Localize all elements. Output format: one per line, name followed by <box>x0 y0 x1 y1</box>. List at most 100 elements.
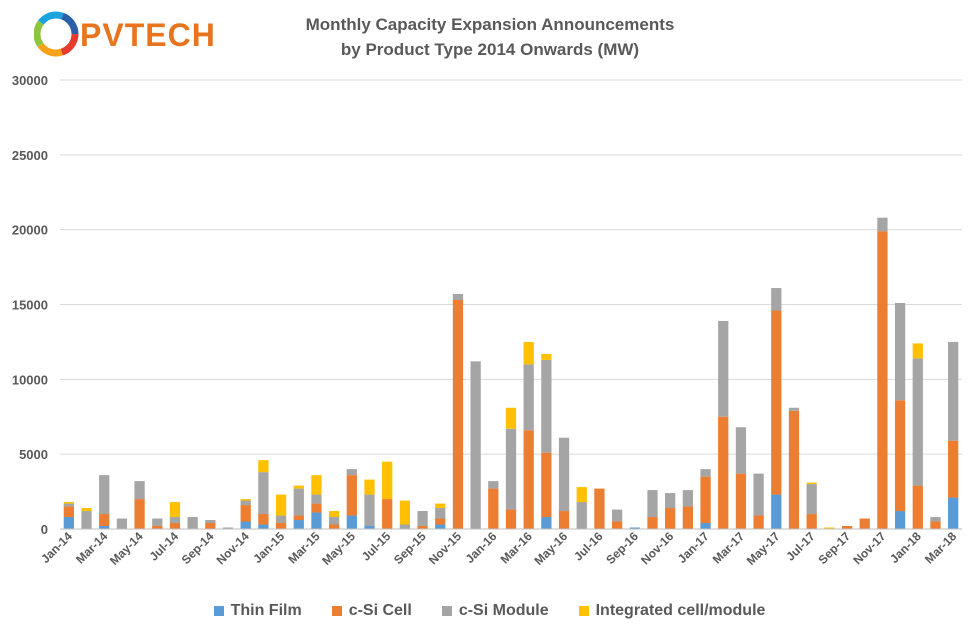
bar-segment-c-si-cell <box>417 526 428 529</box>
bar-segment-c-si-module <box>364 494 375 527</box>
bar-segment-integrated-cell-module <box>293 485 304 489</box>
legend-item: Thin Film <box>213 602 302 620</box>
bar-segment-c-si-cell <box>611 521 623 529</box>
bar-segment-c-si-cell <box>134 499 145 529</box>
bar-segment-c-si-module <box>718 320 729 417</box>
bar-segment-c-si-module <box>735 427 747 474</box>
bar-segment-c-si-cell <box>152 526 163 529</box>
y-tick-label: 10000 <box>12 372 48 387</box>
bar-segment-integrated-cell-module <box>364 479 375 495</box>
bar-segment-integrated-cell-module <box>382 461 393 500</box>
bar-segment-c-si-cell <box>859 518 870 529</box>
x-tick-label: Jul-16 <box>571 529 606 564</box>
x-tick-label: Jan-16 <box>463 529 500 566</box>
bar-segment-c-si-cell <box>948 440 959 498</box>
x-tick-label: Jan-17 <box>675 529 712 566</box>
bar-segment-c-si-cell <box>169 523 181 529</box>
bar-segment-c-si-module <box>435 508 446 519</box>
x-tick-label: Sep-17 <box>815 529 853 567</box>
bar-segment-c-si-module <box>558 437 570 512</box>
bar-chart: 050001000015000200002500030000Jan-14Mar-… <box>12 73 962 568</box>
bar-segment-c-si-module <box>611 509 623 522</box>
bar-segment-c-si-cell <box>63 506 74 518</box>
bar-segment-c-si-module <box>329 517 340 525</box>
bar-segment-c-si-cell <box>452 300 464 529</box>
legend-label: c-Si Module <box>458 602 549 619</box>
x-tick-label: May-17 <box>744 529 783 568</box>
bar-segment-c-si-cell <box>771 310 782 495</box>
bar-segment-c-si-cell <box>523 430 534 529</box>
bar-segment-c-si-cell <box>382 499 393 529</box>
bar-segment-c-si-module <box>311 494 322 504</box>
y-tick-label: 5000 <box>19 447 48 462</box>
bar-segment-integrated-cell-module <box>240 499 251 501</box>
bar-segment-c-si-cell <box>205 523 216 529</box>
chart-subtitle: by Product Type 2014 Onwards (MW) <box>340 40 640 59</box>
bar-segment-c-si-cell <box>594 488 605 529</box>
x-tick-label: May-15 <box>319 529 358 568</box>
x-tick-label: Sep-15 <box>391 529 429 567</box>
bar-segment-c-si-module <box>523 364 534 431</box>
legend-item: Integrated cell/module <box>578 602 765 620</box>
x-tick-label: May-14 <box>107 529 146 568</box>
x-tick-label: Mar-17 <box>710 529 747 566</box>
logo-text: PVTECH <box>80 17 216 53</box>
bar-segment-c-si-cell <box>541 452 552 518</box>
bar-segment-c-si-cell <box>99 514 110 527</box>
bar-segment-c-si-module <box>877 217 888 232</box>
x-tick-label: Mar-18 <box>922 529 959 566</box>
x-tick-label: Mar-14 <box>73 529 110 566</box>
bar-segment-c-si-module <box>240 500 251 506</box>
bar-segment-c-si-module <box>222 527 234 529</box>
bar-segment-integrated-cell-module <box>576 487 587 503</box>
bar-segment-c-si-module <box>788 407 800 411</box>
bar-segment-c-si-module <box>647 490 658 518</box>
bar-segment-c-si-cell <box>505 509 517 529</box>
bar-segment-integrated-cell-module <box>435 503 446 509</box>
bar-segment-c-si-cell <box>735 473 747 529</box>
bar-segment-c-si-cell <box>806 514 817 529</box>
bar-segment-c-si-module <box>930 517 941 522</box>
bar-segment-c-si-module <box>134 481 145 500</box>
legend-item: c-Si Module <box>441 602 549 620</box>
legend-label: c-Si Cell <box>348 602 412 619</box>
bar-segment-integrated-cell-module <box>81 508 92 512</box>
bar-segment-thin-film <box>948 497 959 529</box>
bar-segment-thin-film <box>311 512 322 529</box>
bar-segment-c-si-module <box>912 358 923 486</box>
x-tick-label: May-16 <box>532 529 571 568</box>
bar-segment-c-si-module <box>488 481 499 489</box>
bar-segment-c-si-cell <box>912 485 923 529</box>
bar-segment-integrated-cell-module <box>541 353 552 360</box>
legend-swatch <box>331 606 342 616</box>
pvtech-logo: PVTECH <box>34 11 216 57</box>
bar-segment-thin-film <box>364 526 375 529</box>
y-tick-label: 15000 <box>12 298 48 313</box>
x-tick-label: Sep-14 <box>179 529 217 567</box>
bar-segment-integrated-cell-module <box>824 527 835 529</box>
bar-segment-c-si-cell <box>841 526 853 529</box>
bar-segment-integrated-cell-module <box>505 407 517 429</box>
x-tick-label: Jul-15 <box>359 529 394 564</box>
logo-ring-icon <box>34 11 79 57</box>
bar-segment-thin-film <box>771 494 782 529</box>
legend-item: c-Si Cell <box>331 602 412 620</box>
y-tick-label: 0 <box>41 522 48 537</box>
bar-segment-integrated-cell-module <box>399 500 411 525</box>
bar-segment-c-si-cell <box>788 410 800 529</box>
bar-segment-thin-film <box>63 517 74 529</box>
x-tick-label: Mar-15 <box>285 529 322 566</box>
bar-segment-c-si-module <box>682 490 693 507</box>
bar-segment-c-si-module <box>152 518 163 527</box>
bar-segment-integrated-cell-module <box>258 460 269 473</box>
bar-segment-c-si-cell <box>877 231 888 529</box>
bar-segment-c-si-cell <box>647 517 658 529</box>
bar-segment-c-si-module <box>576 502 587 529</box>
x-tick-label: Jan-15 <box>250 529 287 566</box>
bar-segment-c-si-cell <box>718 416 729 529</box>
bar-segment-c-si-module <box>665 493 676 509</box>
x-tick-label: Jul-17 <box>783 529 818 564</box>
bar-segment-c-si-cell <box>558 511 570 529</box>
bar-segment-thin-film <box>541 517 552 529</box>
bar-segment-thin-film <box>258 524 269 529</box>
